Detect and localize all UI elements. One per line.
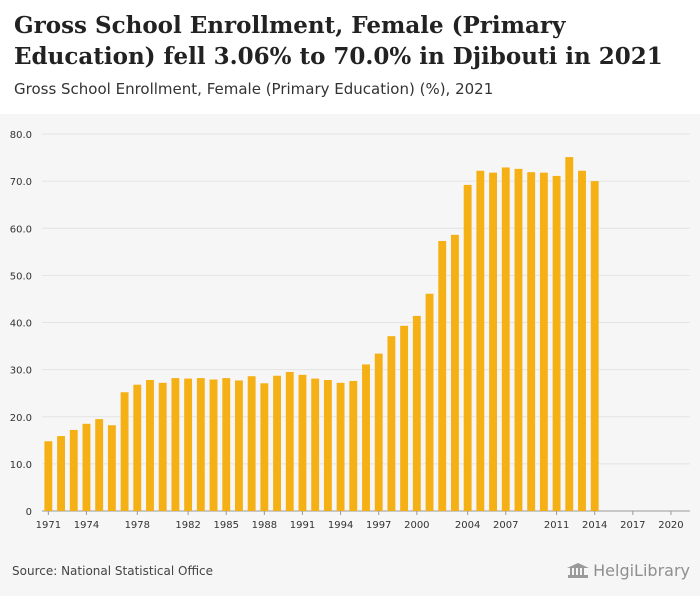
bar	[69, 429, 78, 511]
brand-name: HelgiLibrary	[593, 561, 690, 580]
x-tick-label: 1994	[328, 520, 353, 531]
x-tick-label: 1974	[74, 520, 99, 531]
bar	[489, 172, 497, 511]
bar	[362, 364, 370, 511]
x-tick-label: 1988	[252, 520, 277, 531]
bar	[44, 441, 53, 511]
bar	[451, 234, 459, 511]
bar	[590, 181, 599, 511]
bar	[247, 376, 256, 511]
x-tick-label: 2020	[658, 520, 683, 531]
chart-subtitle: Gross School Enrollment, Female (Primary…	[14, 80, 494, 98]
source-note: Source: National Statistical Office	[12, 564, 214, 578]
x-tick-label: 2017	[620, 520, 645, 531]
bar	[273, 375, 281, 511]
x-tick-label: 1978	[125, 520, 150, 531]
bar	[514, 168, 523, 511]
x-tick-label: 1982	[175, 520, 200, 531]
bar	[425, 293, 434, 511]
library-icon	[567, 562, 590, 578]
x-tick-label: 1997	[366, 520, 391, 531]
x-tick-label: 2007	[493, 520, 518, 531]
bar	[552, 175, 561, 511]
bar	[235, 380, 243, 511]
page-title: Gross School Enrollment, Female (Primary…	[14, 12, 663, 70]
bar	[285, 371, 294, 511]
bar	[412, 315, 421, 511]
x-tick-label: 2011	[544, 520, 569, 531]
y-tick-label: 50.0	[10, 271, 32, 282]
bar	[565, 157, 574, 511]
y-tick-label: 10.0	[10, 460, 32, 471]
bar	[336, 382, 345, 511]
bar	[57, 436, 65, 511]
bar	[260, 383, 269, 511]
x-tick-label: 2000	[404, 520, 429, 531]
y-tick-label: 70.0	[10, 177, 32, 188]
bar	[349, 380, 358, 511]
y-tick-label: 20.0	[10, 413, 32, 424]
brand-logo: HelgiLibrary	[567, 561, 690, 580]
bar	[387, 336, 396, 511]
bar	[133, 384, 142, 511]
bar	[374, 353, 383, 511]
bar	[184, 378, 193, 511]
bar	[476, 170, 485, 511]
bar	[107, 425, 116, 511]
x-tick-label: 1971	[36, 520, 61, 531]
bar	[171, 378, 180, 511]
bar	[196, 378, 205, 511]
bar	[209, 379, 218, 511]
bar	[578, 170, 586, 511]
bar	[82, 423, 91, 511]
bar	[438, 240, 447, 511]
bar	[146, 379, 154, 511]
x-tick-label: 2014	[582, 520, 607, 531]
bar	[95, 419, 104, 511]
bar	[400, 325, 409, 511]
bar	[158, 382, 167, 511]
y-tick-label: 80.0	[10, 130, 32, 141]
bar	[539, 172, 548, 511]
bar	[311, 378, 320, 511]
y-tick-label: 40.0	[10, 319, 32, 330]
bar	[463, 184, 472, 511]
y-tick-label: 30.0	[10, 366, 32, 377]
x-tick-label: 1985	[214, 520, 239, 531]
bar	[298, 374, 307, 511]
y-tick-label: 60.0	[10, 224, 32, 235]
bar	[323, 379, 332, 511]
x-tick-label: 1991	[290, 520, 315, 531]
bar	[501, 167, 510, 512]
x-tick-label: 2004	[455, 520, 480, 531]
bar	[120, 392, 129, 511]
y-tick-label: 0	[26, 507, 32, 518]
bar	[222, 378, 231, 511]
header: Gross School Enrollment, Female (Primary…	[0, 0, 700, 114]
bar	[527, 172, 536, 511]
